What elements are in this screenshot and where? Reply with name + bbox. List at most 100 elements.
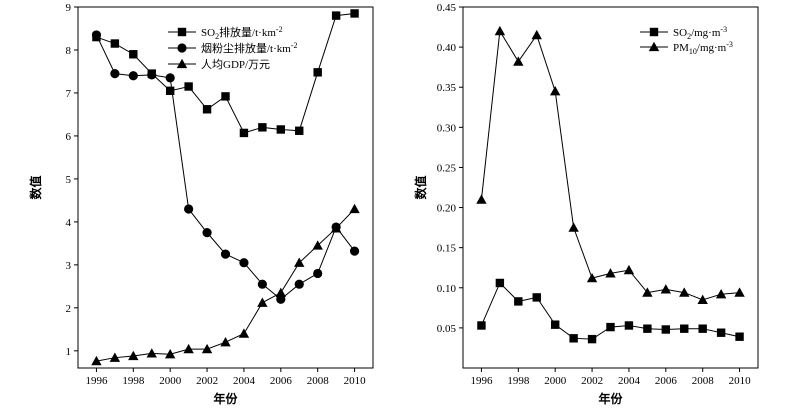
data-point — [110, 39, 120, 48]
x-tick-label: 1996 — [470, 375, 493, 387]
data-point — [313, 268, 323, 279]
legend-marker — [177, 43, 187, 53]
data-point — [312, 240, 323, 250]
series-line — [480, 29, 740, 301]
data-point — [294, 257, 305, 267]
data-point — [276, 125, 286, 134]
data-point — [494, 25, 506, 36]
data-point — [220, 337, 231, 347]
data-point — [258, 123, 267, 132]
x-axis-title: 年份 — [213, 391, 238, 406]
data-point — [550, 320, 560, 329]
x-tick-label: 2004 — [618, 375, 641, 387]
data-point — [220, 249, 231, 259]
data-point — [661, 325, 671, 334]
x-tick-label: 2006 — [270, 375, 293, 387]
x-tick-label: 2008 — [692, 375, 715, 387]
data-point — [313, 68, 322, 77]
y-tick-label: 0.25 — [437, 162, 457, 174]
series-3 — [91, 203, 360, 366]
y-tick-label: 2 — [66, 303, 72, 315]
data-point — [532, 293, 541, 302]
data-point — [201, 343, 213, 354]
y-tick-label: 4 — [66, 217, 72, 229]
data-point — [680, 324, 689, 333]
data-point — [350, 9, 359, 18]
x-tick-label: 2008 — [307, 375, 330, 387]
series-1 — [92, 9, 359, 138]
chart-panel-2: 1996 1998 2000 2002 2004 2006 2008 2010 0.05 0.10… — [413, 2, 759, 406]
data-point — [295, 126, 304, 135]
legend-label: SO2/mg·m-3 — [673, 25, 727, 41]
data-point — [514, 297, 523, 306]
x-axis-title: 年份 — [598, 391, 623, 406]
data-point — [531, 29, 542, 40]
data-point — [734, 287, 745, 297]
data-point — [605, 268, 616, 278]
data-point — [623, 264, 635, 275]
data-point — [697, 294, 708, 304]
series-2 — [476, 25, 745, 304]
legend-marker — [649, 27, 659, 37]
data-point — [202, 228, 212, 238]
legend-label: PM10/mg·m-3 — [673, 40, 733, 56]
data-point — [716, 328, 726, 337]
x-tick-label: 1998 — [122, 375, 145, 387]
data-point — [165, 86, 175, 96]
data-point — [294, 279, 304, 289]
series-1 — [477, 278, 744, 344]
y-tick-label: 0.30 — [437, 122, 457, 134]
x-tick-label: 2010 — [344, 375, 367, 387]
data-point — [477, 321, 486, 330]
data-point — [349, 246, 360, 256]
data-point — [109, 352, 121, 362]
legend-label: 人均GDP/万元 — [201, 58, 270, 71]
y-tick-label: 0.10 — [437, 283, 457, 295]
data-point — [569, 334, 578, 343]
x-tick-label: 2000 — [159, 375, 182, 387]
data-point — [91, 355, 102, 366]
data-point — [349, 203, 360, 214]
data-point — [735, 332, 744, 341]
y-tick-label: 5 — [66, 174, 72, 186]
data-point — [679, 287, 690, 297]
y-tick-label: 0.05 — [437, 323, 457, 335]
y-tick-label: 0.40 — [437, 42, 457, 54]
data-point — [476, 194, 487, 204]
y-axis-title: 数值 — [413, 175, 428, 199]
data-point — [715, 288, 727, 299]
y-tick-label: 1 — [66, 346, 72, 358]
x-tick-label: 2006 — [655, 375, 678, 387]
data-point — [146, 348, 157, 358]
data-point — [129, 50, 138, 59]
data-point — [331, 11, 341, 20]
x-tick-label: 1996 — [85, 375, 108, 387]
data-point — [624, 321, 634, 330]
data-point — [586, 272, 598, 283]
data-point — [257, 297, 268, 307]
y-tick-label: 6 — [66, 131, 72, 143]
series-2 — [91, 30, 360, 304]
data-point — [239, 258, 249, 268]
data-point — [606, 322, 615, 332]
y-tick-label: 7 — [66, 88, 72, 100]
y-axis-title: 数值 — [28, 175, 43, 199]
data-point — [110, 69, 120, 79]
legend-marker — [176, 58, 188, 69]
data-point — [184, 204, 194, 214]
legend-marker — [648, 41, 660, 52]
data-point — [513, 56, 524, 66]
x-tick-label: 1998 — [507, 375, 530, 387]
plot-frame — [77, 6, 374, 369]
data-point — [257, 279, 267, 289]
data-point — [202, 105, 212, 114]
data-point — [147, 70, 157, 80]
legend-label: SO2排放量/t·km-2 — [201, 25, 283, 41]
data-point — [128, 71, 138, 81]
data-point — [183, 343, 194, 354]
data-point — [238, 328, 250, 338]
data-point — [239, 128, 249, 138]
